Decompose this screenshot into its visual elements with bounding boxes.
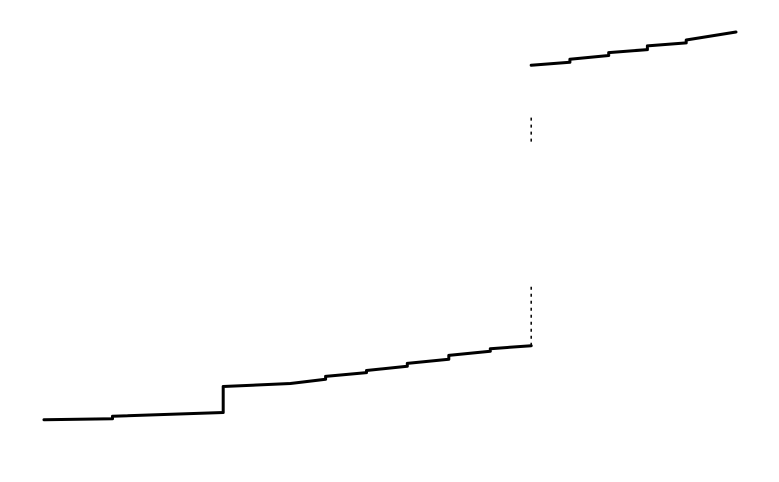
series-layer [42,30,738,422]
series-line-lower-branch [42,344,533,422]
series-line-upper-branch [529,30,738,67]
jump-layer [222,116,532,410]
